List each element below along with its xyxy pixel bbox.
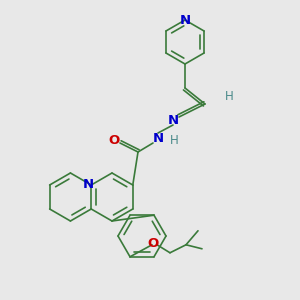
Text: N: N bbox=[179, 14, 191, 26]
Text: H: H bbox=[225, 91, 234, 103]
Text: O: O bbox=[108, 134, 120, 148]
Text: H: H bbox=[170, 134, 179, 146]
Text: N: N bbox=[152, 131, 164, 145]
Text: O: O bbox=[147, 237, 159, 250]
Text: N: N bbox=[83, 178, 94, 191]
Text: N: N bbox=[167, 113, 178, 127]
